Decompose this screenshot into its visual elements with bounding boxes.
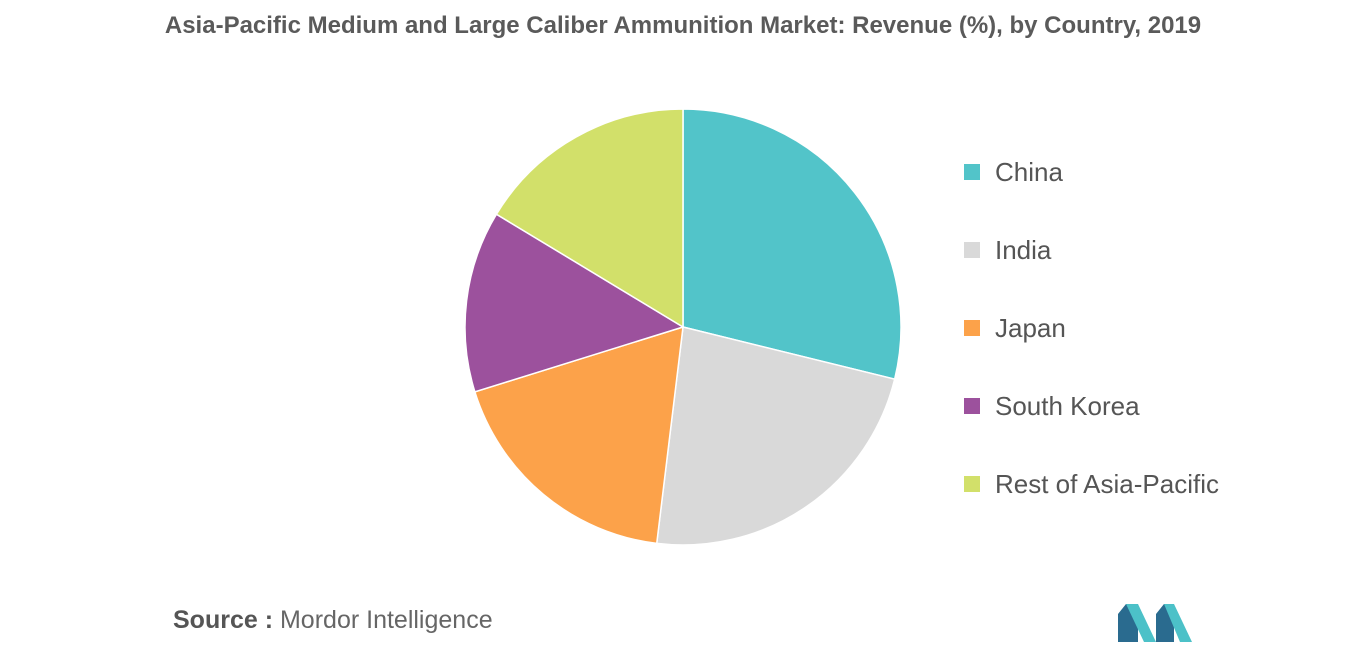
chart-title: Asia-Pacific Medium and Large Caliber Am…	[164, 12, 1202, 39]
source-note: Source : Mordor Intelligence	[173, 606, 493, 635]
legend: China India Japan South Korea Rest of As…	[964, 154, 1219, 544]
legend-label-japan: Japan	[995, 312, 1066, 343]
pie-slice-japan	[473, 325, 684, 545]
legend-item-japan: Japan	[964, 310, 1219, 346]
pie-slice-south-korea	[464, 213, 685, 393]
legend-label-rest-of-asia-pacific: Rest of Asia-Pacific	[995, 468, 1219, 499]
legend-swatch-japan	[964, 320, 980, 336]
mordor-intelligence-logo-icon	[1118, 604, 1192, 642]
legend-swatch-china	[964, 164, 980, 180]
legend-label-india: India	[995, 234, 1052, 265]
pie-slice-rest-of-asia-pacific	[495, 108, 684, 329]
legend-item-south-korea: South Korea	[964, 388, 1219, 424]
logo-shape-right-light	[1164, 604, 1192, 642]
legend-label-south-korea: South Korea	[995, 390, 1140, 421]
pie-slice-india	[655, 326, 896, 546]
logo-shape-left-light	[1126, 604, 1156, 642]
legend-item-china: China	[964, 154, 1219, 190]
pie-slice-china	[682, 108, 902, 381]
legend-swatch-rest-of-asia-pacific	[964, 476, 980, 492]
legend-swatch-south-korea	[964, 398, 980, 414]
legend-item-rest-of-asia-pacific: Rest of Asia-Pacific	[964, 466, 1219, 502]
legend-swatch-india	[964, 242, 980, 258]
legend-label-china: China	[995, 156, 1063, 187]
source-label: Source :	[173, 606, 274, 634]
legend-item-india: India	[964, 232, 1219, 268]
source-text: Mordor Intelligence	[279, 606, 493, 634]
